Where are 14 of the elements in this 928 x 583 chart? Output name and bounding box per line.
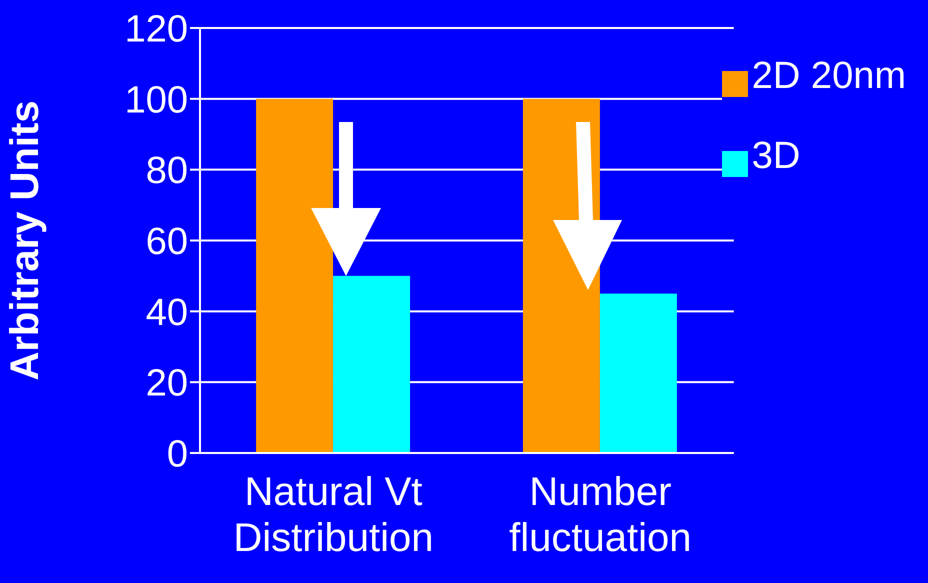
y-tick-label: 60	[146, 220, 188, 263]
y-tick-label: 20	[146, 362, 188, 405]
bar	[600, 294, 677, 453]
y-tick-label: 80	[146, 150, 188, 192]
y-axis-title: Arbitrary Units	[3, 100, 48, 381]
y-tick-label: 100	[124, 79, 188, 122]
legend-label: 3D	[752, 135, 800, 177]
legend-label: 2D 20nm	[752, 55, 906, 97]
bar	[256, 98, 334, 453]
x-tick-label: Number fluctuation	[509, 470, 692, 560]
y-tick-label: 120	[124, 8, 188, 50]
y-tick-label: 40	[146, 292, 188, 334]
x-tick-label: Natural Vt Distribution	[233, 470, 434, 560]
y-tick-label: 0	[166, 433, 188, 476]
